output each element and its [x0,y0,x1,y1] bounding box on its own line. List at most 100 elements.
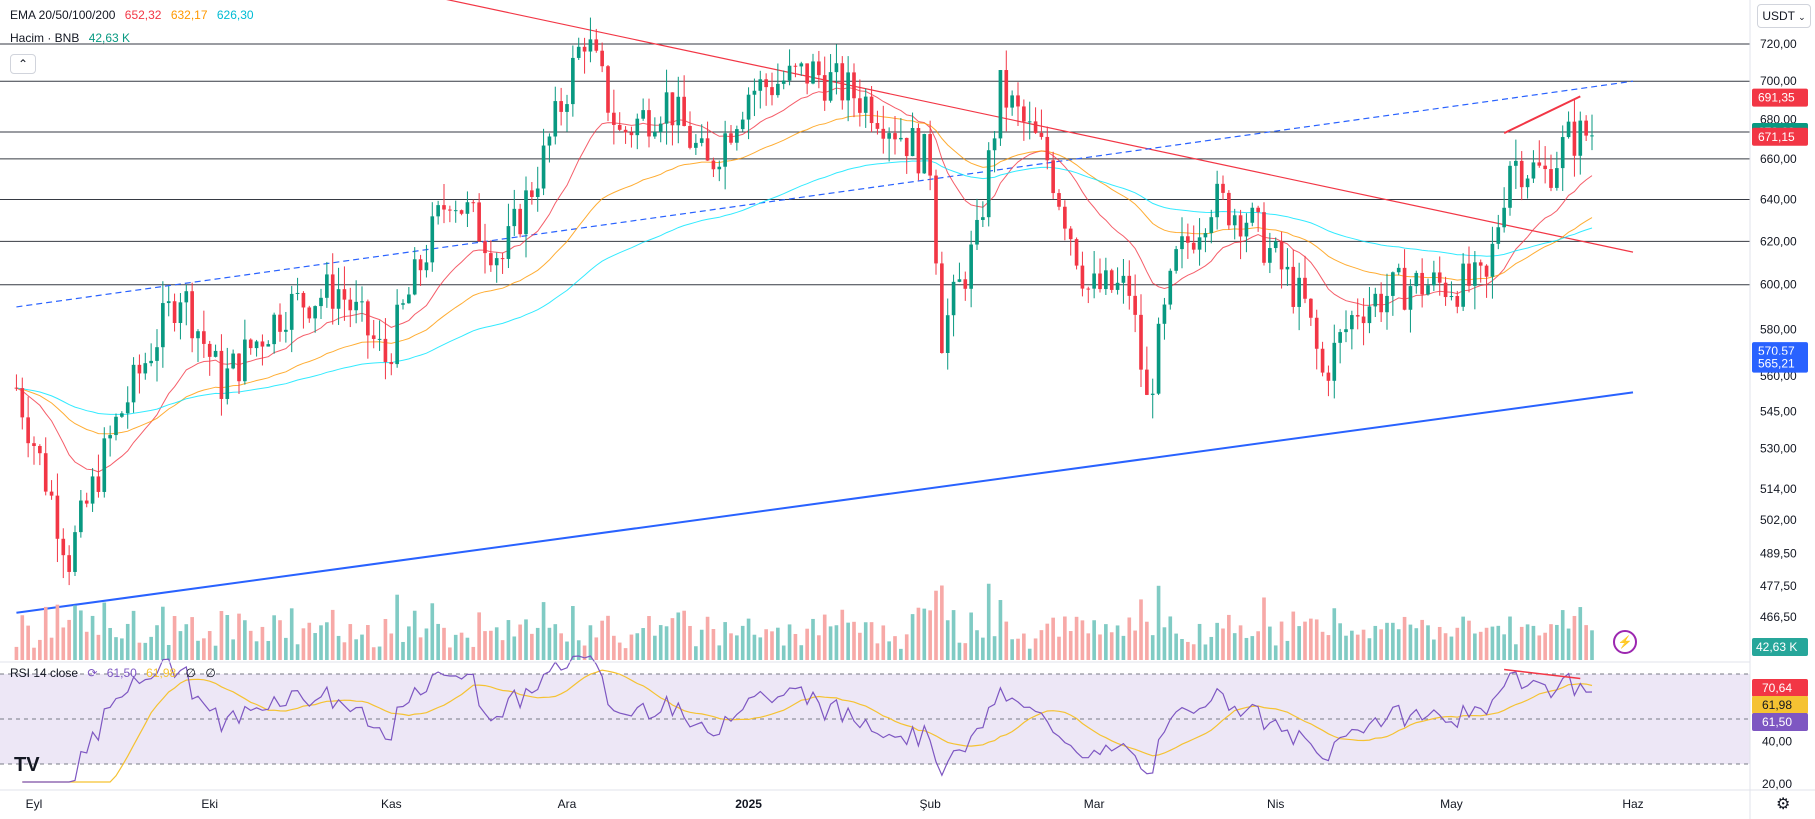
ema-legend[interactable]: EMA 20/50/100/200 652,32 632,17 626,30 [10,8,260,22]
candle-body [319,297,323,307]
volume-bar [295,644,300,660]
volume-bar [1478,631,1483,660]
rsi-empty-value-2: ∅ [205,666,216,680]
volume-bar [1449,636,1454,660]
volume-bar [576,640,581,660]
candle-body [20,388,25,418]
candle-body [770,87,774,96]
volume-bar [412,610,417,660]
candle-body [1273,241,1278,249]
candle-body [102,438,107,492]
candle-body [740,119,745,130]
candle-body [735,129,739,143]
volume-bar [1514,644,1518,660]
volume-bar [500,640,505,660]
trend-line-ascending-support[interactable] [16,391,1634,614]
volume-bar [623,648,628,660]
volume-bar [858,632,862,660]
candle-body [348,299,353,311]
candle-body [114,416,118,436]
volume-bar [161,606,165,660]
candle-body [149,360,153,364]
candle-body [237,353,241,382]
rsi-legend[interactable]: RSI 14 close ⟳ 61,50 61,98 ∅ ∅ [10,666,222,680]
candle-body [494,258,499,266]
volume-bar [108,627,112,660]
volume-bar [1408,624,1413,660]
volume-bar [764,629,768,660]
volume-bar [688,625,692,660]
candle-body [1496,227,1501,244]
volume-bar [1543,632,1547,660]
trend-line-descending-resistance[interactable] [444,0,1634,253]
volume-bar [1033,638,1038,660]
candle-body [1203,233,1208,238]
candle-body [1332,342,1337,381]
volume-bar [951,610,956,660]
candle-body [1104,270,1108,290]
candle-body [231,353,235,369]
candle-body [1022,106,1026,122]
candle-body [1250,207,1255,223]
candle-body [1508,165,1512,208]
gear-icon[interactable]: ⚙ [1776,796,1791,813]
time-axis[interactable]: Eyl Eki Kas Ara 2025 Şub Mar Nis May Haz [26,797,1644,811]
candle-body [916,128,921,174]
volume-bar [354,639,358,660]
volume-bar [922,608,927,660]
volume-bar [1039,630,1044,660]
candle-body [887,133,891,139]
candle-body [1519,160,1524,188]
trend-line-dashed-channel[interactable] [16,80,1634,308]
rsi-badge-label: 61,50 [1762,715,1792,729]
volume-bar [1525,624,1530,660]
candle-body [1484,265,1489,277]
volume-bar [219,611,224,660]
volume-bar [442,627,446,660]
lightning-icon[interactable]: ⚡ [1613,630,1637,654]
tradingview-logo-icon[interactable]: TV [14,754,40,776]
candle-body [32,443,36,447]
volume-bar [1432,639,1436,660]
candle-body [143,363,148,374]
candle-body [1238,215,1243,237]
x-tick-label: Mar [1084,797,1105,811]
trend-line-divergence-price[interactable] [1503,95,1581,135]
candle-body [1555,168,1559,188]
volume-bar [1127,617,1132,660]
volume-bar [73,605,77,660]
volume-bar [1385,622,1389,660]
collapse-legend-button[interactable]: ⌃ [10,54,36,74]
volume-bar [149,636,153,660]
volume-bar [1391,622,1395,660]
trend-lines[interactable] [16,0,1634,614]
candle-body [383,338,388,362]
volume-bar [565,641,569,660]
volume-bar [20,615,25,660]
candle-body [1227,192,1231,226]
candle-body [764,79,768,88]
volume-bar [975,630,979,660]
rsi-badge [1752,696,1808,714]
volume-bar [957,642,962,660]
volume-bar [79,610,83,660]
volume-bar [781,645,786,660]
volume-bar [1350,630,1354,660]
candle-body [79,500,83,533]
candles [14,17,1594,586]
volume-bar [1074,616,1079,660]
candle-body [629,132,634,136]
price-axis[interactable]: 720,00700,00680,00660,00640,00620,00600,… [1760,37,1797,624]
candle-body [1367,306,1372,324]
volume-bar [202,638,206,660]
volume-bar [746,618,751,660]
candle-body [834,63,839,73]
candle-body [781,80,786,84]
volume-bar [1180,639,1184,660]
volume-bar [371,647,376,660]
volume-legend[interactable]: Hacim · BNB 42,63 K [10,31,136,45]
candle-body [553,101,558,137]
currency-select[interactable]: USDT ⌄ [1757,4,1811,28]
volume-bar [325,622,329,660]
